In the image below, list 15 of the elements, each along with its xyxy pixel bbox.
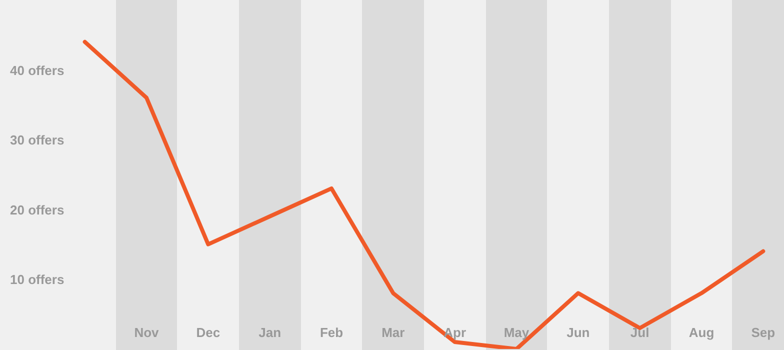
x-tick-label: Apr xyxy=(444,325,466,340)
x-tick-label: Jun xyxy=(566,325,590,340)
y-tick-label: 20 offers xyxy=(10,202,64,218)
x-tick-label: Mar xyxy=(382,325,405,340)
y-tick-label: 30 offers xyxy=(10,132,64,148)
x-tick-label: Aug xyxy=(688,325,714,340)
x-tick-label: Nov xyxy=(134,325,160,340)
x-tick-label: Feb xyxy=(320,325,344,340)
y-tick-label: 10 offers xyxy=(10,272,64,288)
y-tick-label: 40 offers xyxy=(10,62,64,78)
x-tick-label: Jul xyxy=(630,325,650,340)
x-tick-label: May xyxy=(504,325,530,340)
x-tick-label: Sep xyxy=(751,325,776,340)
x-tick-label: Jan xyxy=(258,325,282,340)
x-tick-label: Dec xyxy=(196,325,220,340)
